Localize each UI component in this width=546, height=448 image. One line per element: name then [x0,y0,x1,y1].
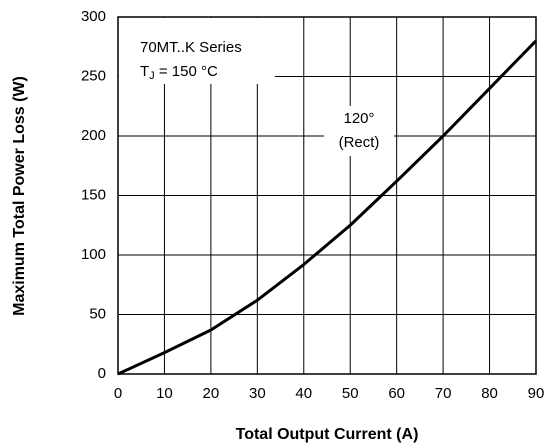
x-tick-label: 20 [203,385,220,402]
x-tick-label: 10 [156,385,173,402]
y-tick-label: 150 [81,186,106,203]
annotation: 70MT..K Series [140,39,242,56]
x-tick-label: 70 [435,385,452,402]
label-box [324,106,394,156]
y-tick-label: 200 [81,127,106,144]
annotation: = 150 °C [155,63,218,80]
y-tick-label: 50 [89,305,106,322]
annotation: TJ = 150 °C [140,63,218,82]
x-tick-label: 80 [481,385,498,402]
line-series [117,39,538,376]
curve-label: (Rect) [339,134,380,151]
y-tick-label: 300 [81,8,106,25]
plot-frame [117,16,537,375]
y-tick-label: 0 [98,365,106,382]
x-axis-label: Total Output Current (A) [236,426,419,443]
annotation: J [149,70,155,82]
x-tick-label: 60 [388,385,405,402]
x-tick-label: 90 [528,385,545,402]
y-axis-label: Maximum Total Power Loss (W) [11,76,28,316]
curve-label: 120° [343,110,374,127]
x-tick-label: 40 [295,385,312,402]
x-tick-label: 30 [249,385,266,402]
x-tick-label: 0 [114,385,122,402]
x-tick-label: 50 [342,385,359,402]
y-tick-label: 250 [81,67,106,84]
annotation: T [140,63,149,80]
annotation-box [119,18,275,84]
y-tick-label: 100 [81,246,106,263]
